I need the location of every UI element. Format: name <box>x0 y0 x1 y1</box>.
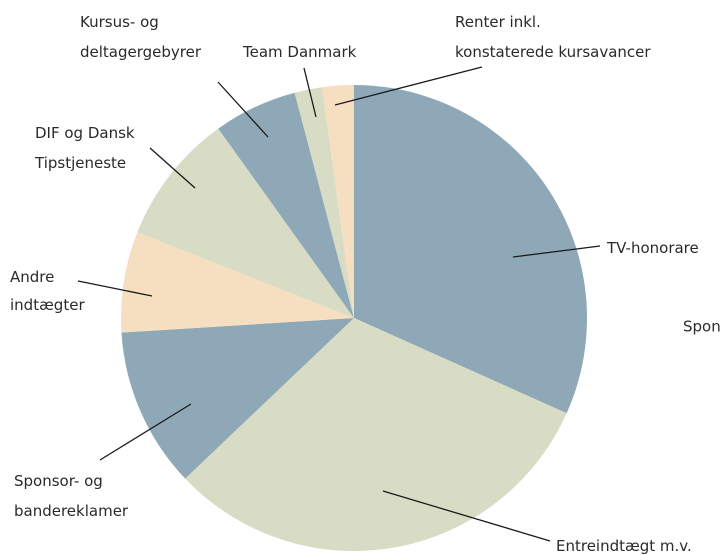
pie-slice <box>218 92 354 318</box>
label-line: Sponsor- og <box>14 472 103 490</box>
label-line: Andre <box>10 268 54 286</box>
leader-line <box>77 280 153 297</box>
label-line: Renter inkl. <box>455 13 541 31</box>
leader-line <box>99 403 192 461</box>
pie-slice <box>121 318 354 479</box>
label-line: deltagergebyrer <box>80 43 202 61</box>
slice-label: TV-honorare <box>606 239 699 257</box>
leader-line <box>382 490 551 542</box>
annotation: Spon <box>683 318 720 336</box>
slice-label: Team Danmark <box>242 43 357 61</box>
label-line: Team Danmark <box>242 43 357 61</box>
leader-line <box>149 147 196 189</box>
label-line: DIF og Dansk <box>35 124 135 142</box>
slice-label: Entreindtægt m.v. <box>556 537 692 555</box>
leader-line <box>303 67 317 118</box>
label-line: Kursus- og <box>80 13 159 31</box>
pie-slice <box>185 318 567 552</box>
pie-slice <box>354 85 587 414</box>
pie-slice <box>294 87 354 318</box>
slice-label: Renter inkl. konstaterede kursavancer <box>455 13 651 61</box>
label-line: bandereklamer <box>14 502 129 520</box>
pie-slice <box>121 232 354 333</box>
slice-label: Andre indtægter <box>10 268 85 314</box>
leader-line <box>217 81 269 138</box>
label-line: konstaterede kursavancer <box>455 43 651 61</box>
label-line: Tipstjeneste <box>34 154 126 172</box>
slice-label: Kursus- og deltagergebyrer <box>80 13 202 61</box>
slice-label: Sponsor- og bandereklamer <box>14 472 129 520</box>
pie-slice <box>321 85 354 318</box>
pie-slice <box>137 128 354 318</box>
label-line: TV-honorare <box>606 239 699 257</box>
leader-line <box>512 245 601 258</box>
label-line: Entreindtægt m.v. <box>556 537 692 555</box>
slice-label: DIF og Dansk Tipstjeneste <box>34 124 135 172</box>
label-line: indtægter <box>10 296 85 314</box>
leader-line <box>334 66 483 106</box>
